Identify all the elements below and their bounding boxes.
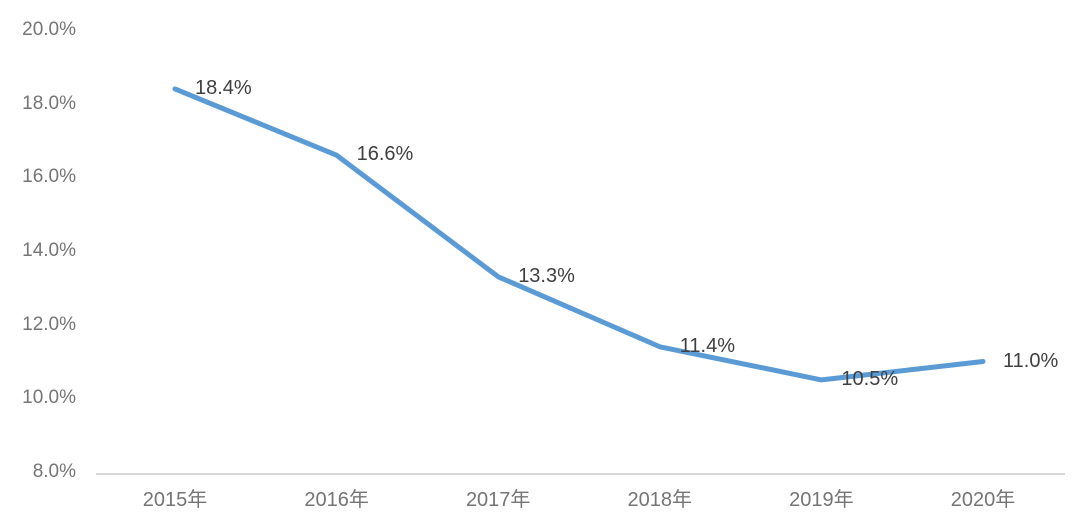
x-axis-line bbox=[96, 473, 1065, 475]
y-tick-label: 16.0% bbox=[22, 166, 76, 188]
data-label: 18.4% bbox=[195, 76, 252, 99]
x-tick-label: 2015年 bbox=[142, 489, 208, 511]
x-tick-label: 2016年 bbox=[304, 489, 369, 511]
x-tick-label: 2020年 bbox=[950, 489, 1016, 511]
x-tick-label: 2017年 bbox=[465, 489, 531, 511]
data-label: 11.0% bbox=[1003, 349, 1059, 372]
y-tick-label: 20.0% bbox=[22, 19, 76, 40]
data-label: 13.3% bbox=[518, 264, 575, 287]
x-tick-label: 2019年 bbox=[789, 489, 854, 511]
x-tick-label: 2018年 bbox=[627, 489, 693, 511]
y-tick-label: 8.0% bbox=[32, 461, 76, 482]
y-tick-label: 18.0% bbox=[22, 92, 76, 114]
y-tick-label: 12.0% bbox=[22, 313, 76, 335]
data-label: 11.4% bbox=[679, 334, 736, 357]
data-label: 10.5% bbox=[841, 367, 899, 390]
y-tick-label: 14.0% bbox=[22, 240, 76, 261]
data-label: 16.6% bbox=[356, 143, 414, 166]
line-series-path bbox=[172, 86, 986, 383]
y-tick-label: 10.0% bbox=[22, 387, 76, 409]
